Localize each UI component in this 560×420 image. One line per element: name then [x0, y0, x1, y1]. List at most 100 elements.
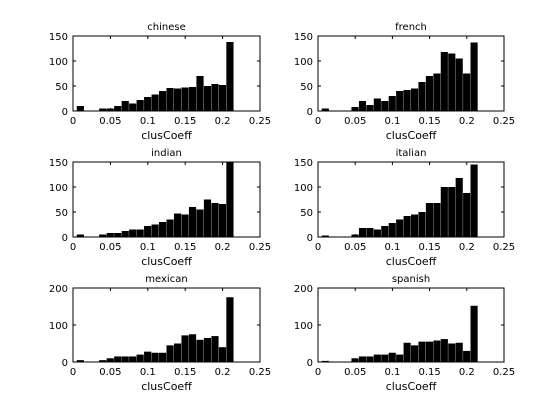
histogram-bar: [196, 339, 204, 362]
histogram-bar: [448, 343, 456, 362]
x-axis-label: clusCoeff: [141, 255, 192, 268]
histogram-bar: [411, 214, 419, 237]
histogram-bar: [366, 356, 374, 362]
histogram-bar: [114, 106, 122, 111]
x-axis-label: clusCoeff: [386, 255, 437, 268]
histogram-bar: [203, 86, 212, 111]
x-tick-label: 0.05: [99, 242, 121, 253]
y-tick-label: 100: [294, 57, 313, 68]
y-tick-label: 100: [49, 57, 68, 68]
subplot-title: spanish: [392, 274, 430, 285]
y-tick-label: 100: [294, 183, 313, 194]
x-tick-label: 0.2: [459, 242, 475, 253]
histogram-bar: [455, 342, 463, 362]
histogram-bar: [211, 84, 219, 111]
histogram-bar: [403, 342, 411, 362]
histogram-bar: [76, 106, 84, 111]
x-tick-label: 0.2: [215, 116, 231, 127]
histogram-bar: [173, 213, 182, 237]
histogram-bar: [366, 105, 374, 111]
histogram-bar: [418, 212, 426, 237]
x-tick-label: 0.1: [384, 367, 400, 378]
histogram-bar: [211, 336, 219, 362]
histogram-bar: [144, 97, 152, 111]
subplot-title: italian: [396, 148, 427, 159]
y-tick-label: 150: [294, 158, 313, 169]
histogram-bar: [173, 88, 182, 111]
subplot-mexican: 0 0.05 0.1 0.15 0.2 0.25 0 100 200 mexican clusCoe…: [49, 274, 271, 393]
histogram-bar: [455, 58, 463, 111]
histogram-bar: [411, 345, 419, 362]
histogram-bar: [388, 352, 396, 362]
x-tick-label: 0.15: [174, 367, 196, 378]
y-tick-label: 50: [55, 208, 68, 219]
subplot-title: indian: [151, 148, 182, 159]
histogram-bar: [321, 108, 329, 111]
histogram-bar: [433, 203, 441, 237]
y-tick-label: 50: [300, 82, 313, 93]
histogram-bar: [114, 356, 122, 362]
histogram-bar: [121, 356, 129, 362]
histogram-bar: [440, 187, 448, 237]
histogram-bar: [144, 351, 152, 362]
x-tick-label: 0.2: [459, 116, 475, 127]
histogram-bar: [203, 337, 212, 362]
histogram-bar: [166, 219, 174, 237]
x-tick-label: 0.25: [249, 242, 271, 253]
subplot-title: chinese: [147, 22, 185, 33]
x-tick-label: 0.15: [174, 242, 196, 253]
histogram-bar: [226, 297, 234, 362]
x-tick-label: 0.1: [140, 116, 156, 127]
histogram-bar: [226, 162, 234, 237]
histogram-bar: [218, 347, 227, 362]
subplot-title: french: [395, 22, 427, 33]
histogram-bar: [321, 360, 329, 362]
histogram-bar: [433, 73, 441, 111]
subplot-spanish: 0 0.05 0.1 0.15 0.2 0.25 0 100 200 spanish clusCoe…: [294, 274, 515, 393]
histogram-bar: [470, 164, 478, 237]
histogram-bar: [433, 340, 441, 362]
histogram-bar: [381, 101, 389, 111]
x-tick-label: 0.2: [459, 367, 475, 378]
histogram-bar: [188, 334, 197, 362]
histogram-bar: [121, 101, 129, 111]
y-tick-label: 0: [62, 358, 68, 369]
histogram-bar: [218, 85, 227, 111]
histogram-bar: [136, 100, 144, 111]
subplot-indian: 0 0.05 0.1 0.15 0.2 0.25 0 50 100 150 indian clusCo…: [49, 148, 271, 268]
histogram-bar: [425, 341, 434, 362]
histogram-bar: [76, 234, 84, 237]
x-tick-label: 0: [70, 367, 76, 378]
histogram-bar: [159, 91, 167, 111]
histogram-bar: [129, 356, 137, 362]
histogram-bar: [203, 199, 212, 237]
histogram-bar: [366, 228, 374, 237]
histogram-bar: [173, 343, 182, 362]
x-tick-label: 0.1: [384, 116, 400, 127]
x-tick-label: 0.25: [493, 367, 515, 378]
histogram-bar: [425, 76, 434, 111]
y-tick-label: 200: [49, 284, 68, 295]
histogram-bar: [373, 98, 381, 111]
axes-frame: [317, 161, 505, 238]
subplot-italian: 0 0.05 0.1 0.15 0.2 0.25 0 50 100 150 italian clusC…: [294, 148, 515, 268]
histogram-bar: [144, 226, 152, 237]
histogram-bar: [448, 187, 456, 237]
histogram-bar: [388, 96, 396, 111]
y-tick-label: 0: [307, 358, 313, 369]
x-tick-label: 0.25: [249, 116, 271, 127]
histogram-bar: [159, 222, 167, 237]
y-tick-label: 50: [300, 208, 313, 219]
histogram-bar: [218, 204, 227, 237]
x-tick-label: 0.15: [418, 242, 440, 253]
histogram-bar: [121, 231, 129, 237]
x-tick-label: 0.1: [140, 367, 156, 378]
histogram-bar: [99, 108, 107, 111]
y-tick-label: 150: [49, 158, 68, 169]
histogram-bar: [455, 178, 463, 237]
histogram-bar: [470, 305, 478, 362]
histogram-bar: [159, 352, 167, 362]
axes-frame: [72, 35, 261, 112]
histogram-bar: [396, 354, 404, 362]
